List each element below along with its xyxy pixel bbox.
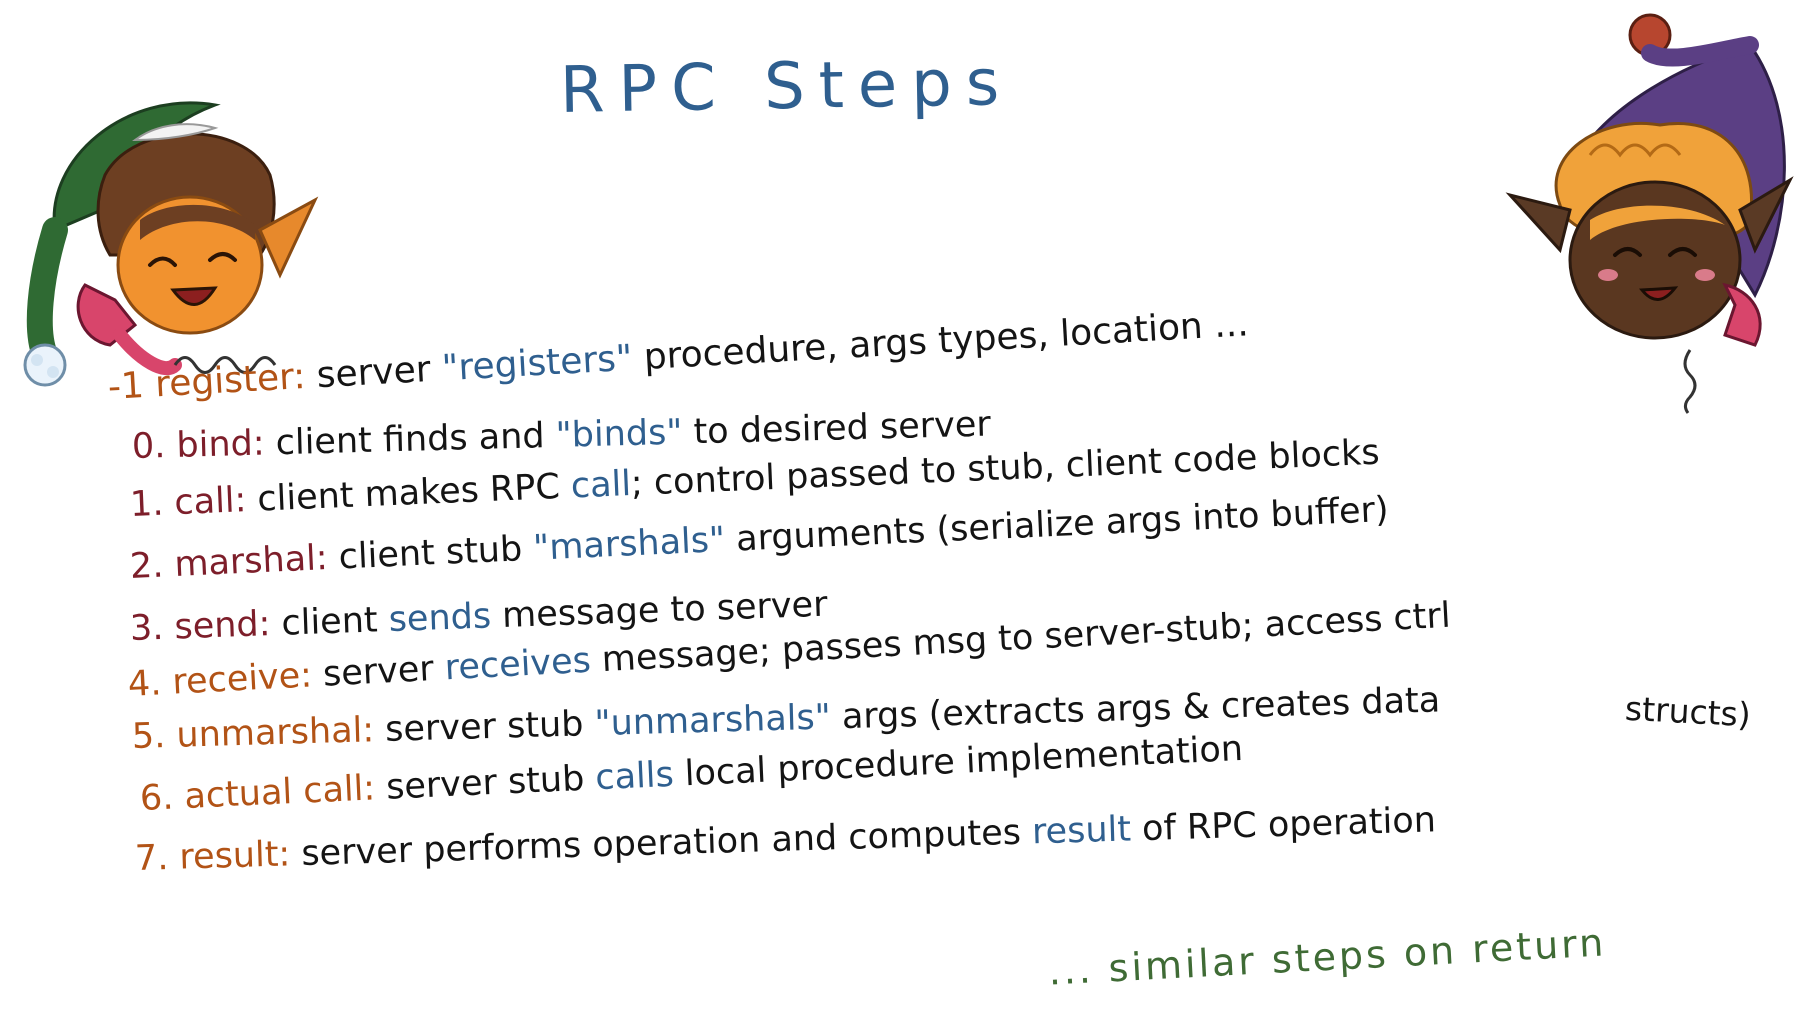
step-text: arguments (serialize args into buffer) xyxy=(724,489,1390,560)
step-highlight-word: receives xyxy=(443,640,592,689)
step-line: -1 register: server "registers" procedur… xyxy=(106,303,1250,408)
step-text: message to server xyxy=(490,584,829,637)
step-text: server stub xyxy=(373,704,596,751)
step-term: 0. bind xyxy=(131,423,254,467)
step-highlight-word: sends xyxy=(388,596,492,640)
step-term: 7. result xyxy=(134,834,280,879)
step-text: client makes RPC xyxy=(245,466,572,521)
step-term: -1 register xyxy=(106,356,295,408)
step-text: server performs operation and computes xyxy=(289,812,1033,875)
step-term: 4. receive xyxy=(126,656,302,705)
step-term: 6. actual call xyxy=(139,768,365,819)
step-highlight-word: calls xyxy=(594,754,675,799)
step-highlight-word: "binds" xyxy=(555,412,683,456)
step-text: server xyxy=(310,648,446,696)
step-text: client stub xyxy=(326,528,535,579)
step-term: 5. unmarshal xyxy=(131,710,363,757)
step-text: to desired server xyxy=(681,404,992,453)
elf-right-purple-hat-icon xyxy=(1505,13,1794,414)
step-highlight-word: "registers" xyxy=(440,337,634,390)
step-text: client xyxy=(269,599,390,645)
step-text: client finds and xyxy=(264,415,557,464)
step-text: server xyxy=(304,348,444,397)
step-text: args (extracts args & creates data xyxy=(830,680,1441,738)
rpc-steps-list: -1 register: server "registers" procedur… xyxy=(100,0,1800,1012)
elf-left-green-hat-icon xyxy=(23,101,319,387)
step-term: 1. call xyxy=(129,480,236,525)
step-text: of RPC operation xyxy=(1130,800,1437,850)
step-highlight-word: "marshals" xyxy=(532,519,726,569)
step5-continuation-text: structs) xyxy=(1624,688,1752,735)
step-highlight-word: call xyxy=(570,464,632,507)
step-separator: : xyxy=(252,423,266,464)
step-highlight-word: "unmarshals" xyxy=(593,697,832,745)
step-text: server stub xyxy=(374,758,597,809)
step-term: 3. send xyxy=(129,604,260,649)
step-term: 2. marshal xyxy=(129,538,317,587)
step-highlight-word: result xyxy=(1031,809,1132,853)
step-line: 7. result: server performs operation and… xyxy=(134,800,1437,879)
step-text: procedure, args types, location ... xyxy=(631,303,1250,379)
